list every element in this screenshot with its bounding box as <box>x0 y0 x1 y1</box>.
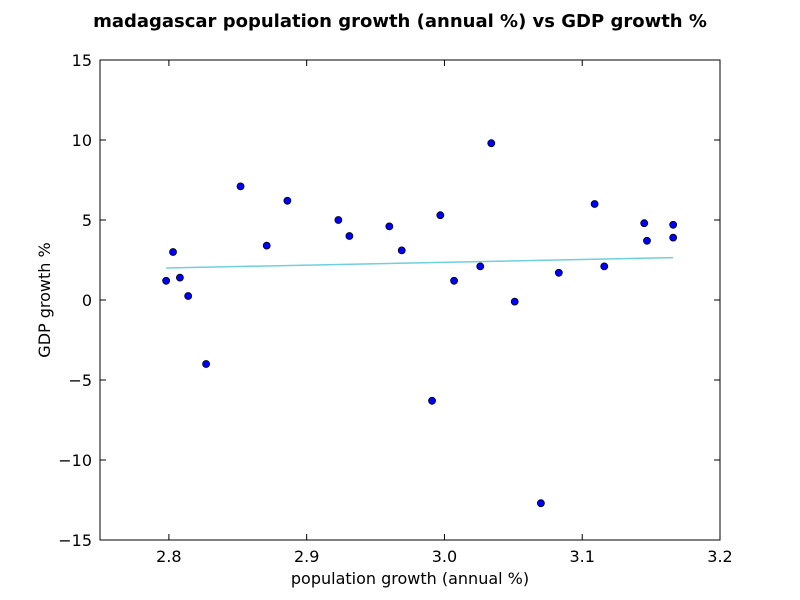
y-axis-ticks: 15 10 5 0 −5 −10 −15 <box>58 51 720 550</box>
data-point-2 <box>176 273 184 282</box>
data-point-24 <box>669 220 678 229</box>
data-point-10 <box>385 222 394 231</box>
data-point-25 <box>669 233 678 242</box>
data-point-1 <box>169 248 177 256</box>
data-point-11 <box>397 246 406 255</box>
y-tick-label: −5 <box>68 371 92 390</box>
data-point-22 <box>640 219 649 228</box>
data-point-14 <box>450 276 458 285</box>
data-point-12 <box>428 396 436 405</box>
data-point-19 <box>554 268 563 277</box>
data-point-23 <box>643 236 651 245</box>
x-axis-label: population growth (annual %) <box>291 569 529 588</box>
x-tick-label: 3.2 <box>707 547 732 566</box>
y-tick-label: 5 <box>82 211 92 230</box>
x-axis-ticks: 2.8 2.9 3.0 3.1 3.2 <box>156 60 733 566</box>
data-point-4 <box>202 360 210 368</box>
y-tick-label: 10 <box>72 131 92 150</box>
data-point-13 <box>436 211 445 220</box>
data-points <box>162 139 678 508</box>
chart-title: madagascar population growth (annual %) … <box>93 11 707 32</box>
x-tick-label: 2.9 <box>294 547 319 566</box>
data-point-16 <box>487 139 496 148</box>
data-point-0 <box>162 276 171 285</box>
data-point-20 <box>590 200 599 208</box>
data-point-8 <box>334 216 343 224</box>
plot-area <box>99 59 721 541</box>
data-point-15 <box>476 262 485 271</box>
y-tick-label: −10 <box>58 451 92 470</box>
data-point-9 <box>345 232 354 240</box>
y-tick-label: 0 <box>82 291 92 310</box>
y-tick-label: 15 <box>72 51 92 70</box>
data-point-18 <box>536 499 545 508</box>
x-tick-label: 2.8 <box>156 547 181 566</box>
data-point-5 <box>236 182 245 191</box>
x-tick-label: 3.0 <box>432 547 457 566</box>
data-point-17 <box>510 297 519 306</box>
y-axis-label: GDP growth % <box>35 242 54 357</box>
data-point-7 <box>283 196 292 205</box>
data-point-6 <box>262 241 271 250</box>
data-point-21 <box>600 262 609 271</box>
data-point-3 <box>184 292 193 300</box>
x-tick-label: 3.1 <box>569 547 594 566</box>
trend-line <box>166 256 674 269</box>
y-tick-label: −15 <box>58 531 92 550</box>
trend-line-group <box>166 256 674 269</box>
